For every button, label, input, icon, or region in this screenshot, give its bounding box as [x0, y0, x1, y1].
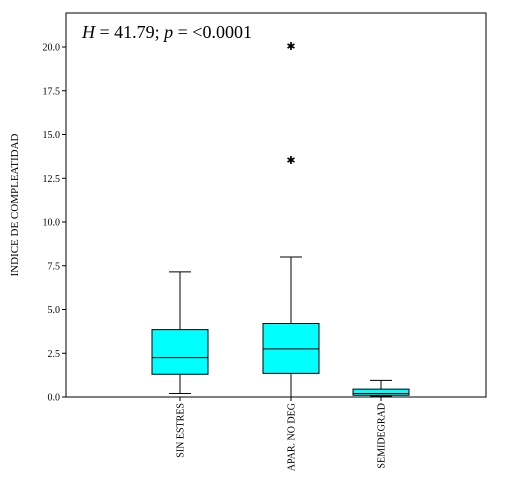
- outlier-marker: ✱: [286, 154, 295, 167]
- y-tick-label: 10.0: [43, 218, 61, 229]
- x-axis: SIN ESTRES APAR. NO DEG SEMIDEGRAD: [176, 397, 388, 471]
- box-group: [151, 271, 209, 394]
- y-tick-label: 20.0: [43, 43, 61, 54]
- y-axis-label: INDICE DE COMPLEATIDAD: [9, 133, 21, 276]
- outlier-marker: ✱: [286, 40, 295, 53]
- y-tick-label: 15.0: [43, 130, 61, 141]
- p-label: p: [162, 22, 173, 42]
- box-group: [352, 379, 410, 397]
- y-tick-label: 7.5: [48, 261, 61, 272]
- y-tick-label: 0.0: [48, 393, 61, 404]
- x-category-label: SEMIDEGRAD: [377, 403, 388, 469]
- y-tick-label: 5.0: [48, 305, 61, 316]
- h-value: = 41.79;: [95, 22, 164, 42]
- x-category-label: SIN ESTRES: [176, 403, 187, 458]
- box-series: ✱✱: [151, 40, 410, 398]
- box-group: ✱✱: [262, 40, 320, 398]
- plot-frame: [65, 12, 487, 398]
- x-category-label: APAR. NO DEG: [287, 403, 298, 471]
- y-axis: 0.0 2.5 5.0 7.5 10.0 12.5 15.0 17.5 20.0: [43, 43, 66, 404]
- y-tick-label: 2.5: [48, 349, 61, 360]
- iqr-box: [352, 388, 410, 396]
- iqr-box: [151, 329, 209, 375]
- stats-annotation: H = 41.79; p = <0.0001: [81, 22, 252, 42]
- y-tick-label: 12.5: [43, 174, 61, 185]
- h-label: H: [81, 22, 96, 42]
- y-tick-label: 17.5: [43, 86, 61, 97]
- p-value: = <0.0001: [173, 22, 252, 42]
